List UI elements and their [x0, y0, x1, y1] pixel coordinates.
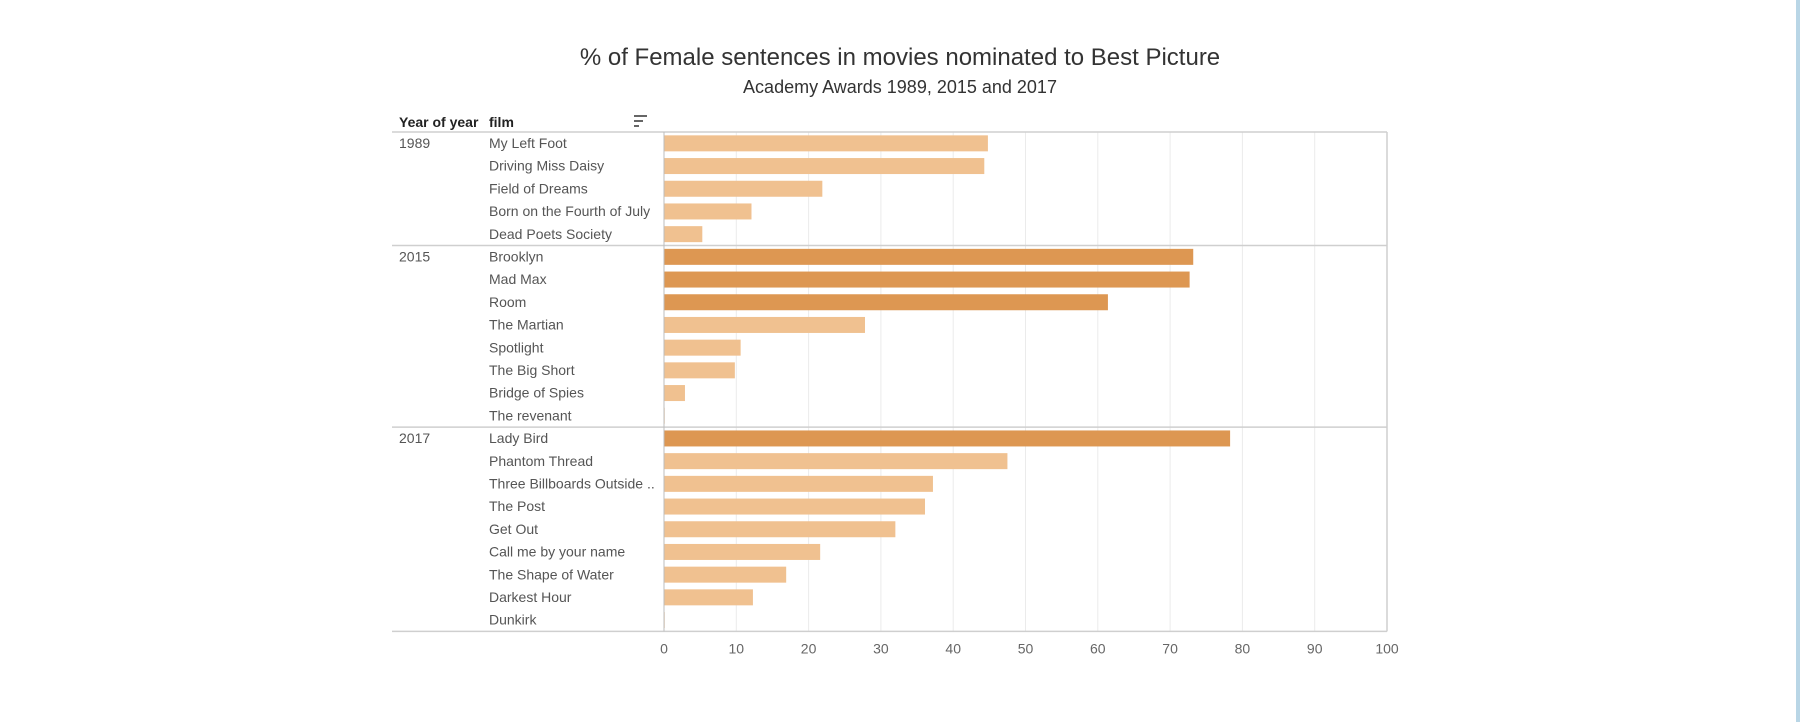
film-label: The Big Short: [489, 362, 575, 378]
film-label: Phantom Thread: [489, 453, 593, 469]
x-tick-label: 50: [1018, 640, 1034, 656]
bar[interactable]: [664, 589, 753, 606]
window-edge: [1796, 0, 1800, 722]
film-column-header: film: [489, 114, 514, 130]
film-label: Brooklyn: [489, 249, 543, 265]
bar[interactable]: [664, 271, 1190, 288]
bar[interactable]: [664, 294, 1108, 311]
bar[interactable]: [664, 339, 741, 356]
film-label: Mad Max: [489, 271, 547, 287]
bar[interactable]: [664, 498, 926, 515]
bar[interactable]: [664, 180, 823, 197]
bar[interactable]: [664, 362, 735, 379]
film-label: Room: [489, 294, 526, 310]
bar[interactable]: [664, 521, 896, 538]
x-tick-label: 100: [1375, 640, 1399, 656]
bar[interactable]: [664, 158, 985, 175]
year-column-header: Year of year: [399, 114, 479, 130]
film-label: Dead Poets Society: [489, 226, 612, 242]
chart-subtitle: Academy Awards 1989, 2015 and 2017: [743, 77, 1057, 97]
film-label: The Martian: [489, 317, 564, 333]
film-label: Bridge of Spies: [489, 385, 584, 401]
bar[interactable]: [664, 566, 787, 583]
x-tick-label: 70: [1162, 640, 1178, 656]
bar[interactable]: [664, 316, 865, 333]
film-label: The revenant: [489, 407, 572, 423]
x-tick-label: 0: [660, 640, 668, 656]
film-label: Lady Bird: [489, 430, 548, 446]
bar[interactable]: [664, 385, 685, 402]
x-tick-label: 90: [1307, 640, 1323, 656]
film-label: The Shape of Water: [489, 566, 614, 582]
bar[interactable]: [664, 475, 933, 492]
film-label: Driving Miss Daisy: [489, 158, 604, 174]
film-label: Three Billboards Outside ..: [489, 476, 655, 492]
film-label: Dunkirk: [489, 612, 537, 628]
film-label: Spotlight: [489, 339, 544, 355]
bar[interactable]: [664, 430, 1231, 447]
chart-title: % of Female sentences in movies nominate…: [579, 44, 1221, 71]
bar[interactable]: [664, 453, 1008, 470]
year-label-1989: 1989: [399, 135, 430, 151]
x-tick-label: 60: [1090, 640, 1106, 656]
film-label: The Post: [489, 498, 545, 514]
film-label: Field of Dreams: [489, 180, 588, 196]
film-label: Call me by your name: [489, 544, 625, 560]
bar[interactable]: [664, 226, 703, 243]
x-tick-label: 10: [729, 640, 745, 656]
bar[interactable]: [664, 543, 821, 560]
film-label: Get Out: [489, 521, 538, 537]
film-label: Born on the Fourth of July: [489, 203, 650, 219]
bar[interactable]: [664, 135, 988, 152]
year-label-2017: 2017: [399, 430, 430, 446]
bar[interactable]: [664, 203, 752, 220]
x-tick-label: 80: [1235, 640, 1251, 656]
film-label: My Left Foot: [489, 135, 567, 151]
x-tick-label: 40: [945, 640, 961, 656]
x-tick-label: 20: [801, 640, 817, 656]
sort-icon[interactable]: [634, 115, 647, 127]
film-label: Darkest Hour: [489, 589, 572, 605]
x-tick-label: 30: [873, 640, 889, 656]
bar[interactable]: [664, 248, 1194, 265]
year-label-2015: 2015: [399, 249, 430, 265]
